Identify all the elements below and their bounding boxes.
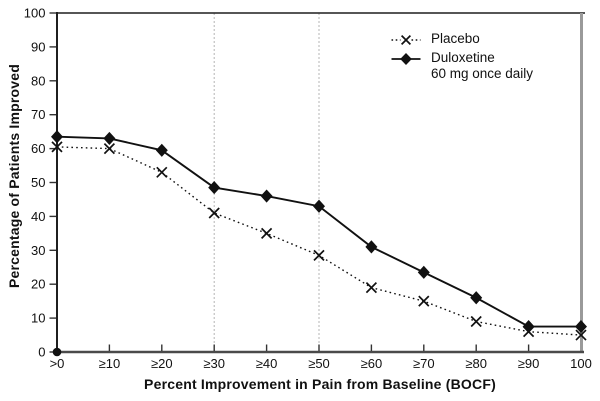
placebo-data-point	[103, 142, 116, 155]
duloxetine-data-point	[575, 319, 587, 334]
x-tick-label: ≥20	[151, 356, 173, 371]
legend: Placebo Duloxetine 60 mg once daily	[391, 31, 533, 83]
y-tick-label: 10	[31, 311, 45, 326]
placebo-data-point	[51, 141, 63, 153]
x-axis-ticks: >0 ≥10 ≥20 ≥30 ≥40 ≥50 ≥60 ≥70 ≥80 ≥90 100	[50, 344, 592, 371]
x-tick-label: ≥50	[308, 356, 330, 371]
x-tick-label: ≥80	[465, 356, 487, 371]
y-tick-label: 30	[31, 243, 45, 258]
legend-item-duloxetine: Duloxetine 60 mg once daily	[391, 50, 533, 83]
x-tick-label: ≥30	[203, 356, 225, 371]
x-tick-label: ≥70	[413, 356, 435, 371]
placebo-dotted-x-marker-icon	[391, 34, 421, 46]
legend-item-placebo: Placebo	[391, 31, 533, 48]
duloxetine-data-point	[155, 143, 168, 157]
duloxetine-data-point	[103, 131, 116, 146]
origin-marker	[52, 347, 62, 357]
placebo-data-point	[156, 166, 168, 178]
x-tick-label: ≥90	[518, 356, 540, 371]
duloxetine-data-point	[51, 130, 63, 144]
placebo-data-point	[418, 295, 430, 307]
y-tick-label: 50	[31, 175, 45, 190]
legend-label-placebo: Placebo	[431, 31, 480, 46]
placebo-data-point	[208, 207, 220, 219]
duloxetine-series	[51, 130, 587, 334]
x-axis-title: Percent Improvement in Pain from Baselin…	[144, 376, 496, 392]
y-tick-label: 100	[24, 6, 46, 21]
x-tick-label: 100	[570, 356, 592, 371]
x-tick-label: >0	[50, 356, 65, 371]
y-tick-label: 80	[31, 73, 45, 88]
placebo-data-point	[575, 329, 587, 341]
y-tick-label: 20	[31, 277, 45, 292]
duloxetine-data-point	[522, 319, 535, 334]
y-tick-label: 90	[31, 39, 45, 54]
y-tick-label: 70	[31, 107, 45, 122]
legend-label-duloxetine-line2: 60 mg once daily	[431, 66, 534, 81]
duloxetine-data-point	[417, 265, 430, 279]
placebo-data-point	[365, 281, 378, 294]
x-tick-label: ≥10	[99, 356, 121, 371]
placebo-data-point	[313, 249, 325, 261]
placebo-data-point	[260, 227, 273, 239]
duloxetine-data-point	[470, 291, 483, 305]
y-axis-ticks: 0 10 20 30 40 50 60 70 80 90 100	[24, 6, 56, 360]
y-tick-label: 0	[38, 345, 45, 360]
y-axis-title: Percentage of Patients Improved	[6, 63, 22, 289]
duloxetine-data-point	[208, 180, 221, 195]
duloxetine-data-point	[313, 199, 325, 213]
placebo-data-point	[470, 315, 482, 328]
y-tick-label: 40	[31, 209, 45, 224]
x-tick-label: ≥40	[256, 356, 278, 371]
x-tick-label: ≥60	[361, 356, 383, 371]
legend-label-duloxetine: Duloxetine 60 mg once daily	[431, 50, 533, 83]
placebo-series	[51, 141, 587, 341]
duloxetine-data-point	[260, 189, 273, 203]
duloxetine-solid-diamond-marker-icon	[391, 52, 421, 65]
duloxetine-data-point	[365, 240, 378, 254]
legend-label-duloxetine-line1: Duloxetine	[431, 49, 495, 65]
y-tick-label: 60	[31, 141, 45, 156]
